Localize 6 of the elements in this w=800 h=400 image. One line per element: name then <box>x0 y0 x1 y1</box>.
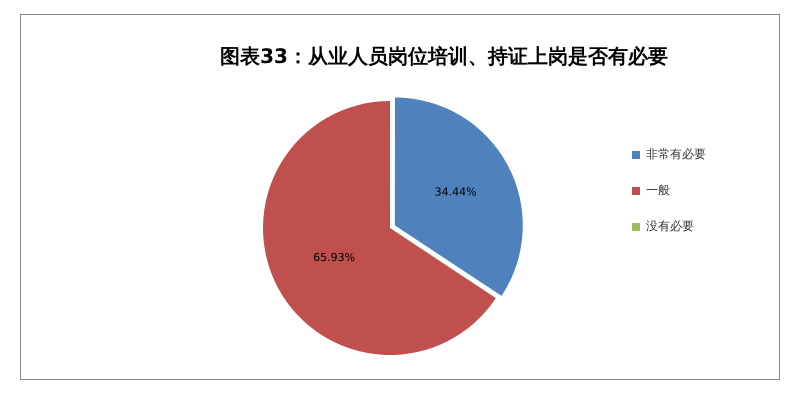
legend-label: 非常有必要 <box>646 147 706 162</box>
data-label: 65.93% <box>313 250 356 264</box>
chart-title: 图表33：从业人员岗位培训、持证上岗是否有必要 <box>220 44 668 68</box>
legend-label: 没有必要 <box>646 219 694 234</box>
legend-label: 一般 <box>646 183 670 198</box>
data-label: 34.44% <box>434 186 477 199</box>
